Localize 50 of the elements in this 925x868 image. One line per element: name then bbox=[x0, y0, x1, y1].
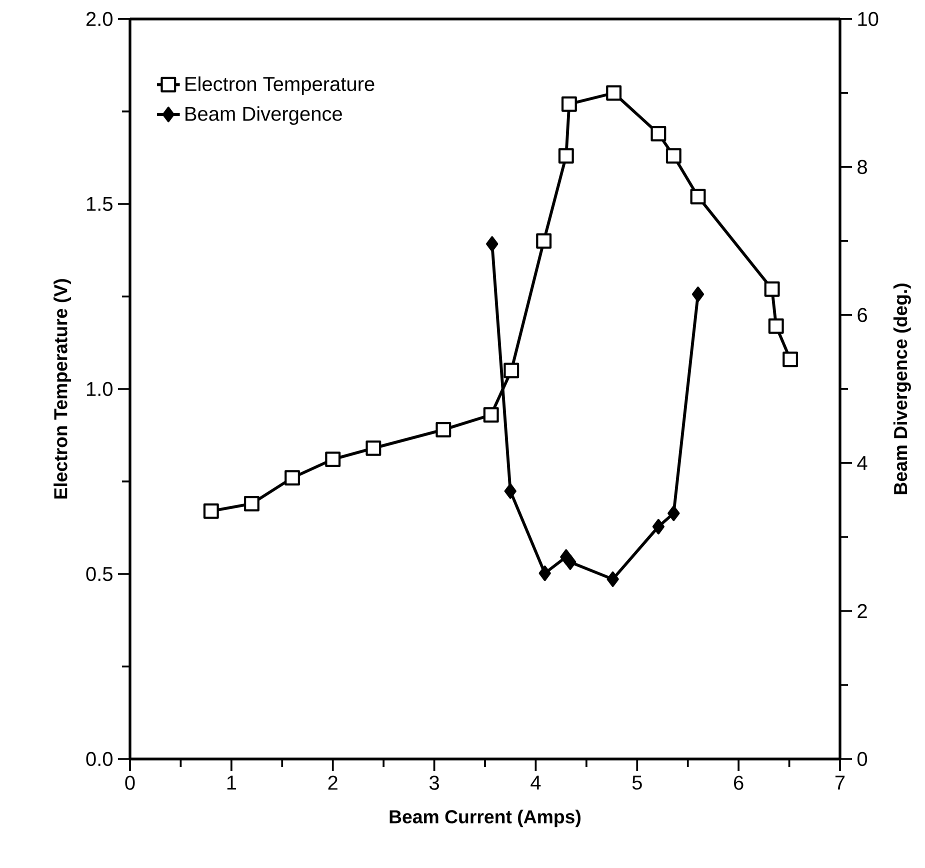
point bbox=[504, 483, 516, 499]
y2-tick-label: 8 bbox=[858, 160, 867, 174]
point bbox=[768, 318, 784, 334]
point bbox=[244, 496, 260, 512]
y-tick-label: 0.5 bbox=[86, 566, 112, 582]
y2-tick-label: 10 bbox=[858, 12, 878, 26]
y2-axis-title: Beam Divergence (deg.) bbox=[893, 284, 911, 494]
point bbox=[538, 566, 551, 581]
point bbox=[650, 126, 666, 142]
y2-tick-label: 2 bbox=[858, 604, 867, 618]
point bbox=[690, 188, 706, 204]
x-tick-label: 6 bbox=[734, 776, 744, 790]
point bbox=[436, 422, 452, 438]
point bbox=[561, 96, 577, 112]
x-tick-label: 0 bbox=[125, 776, 135, 790]
point bbox=[486, 236, 498, 252]
y2-tick-label: 6 bbox=[858, 308, 867, 322]
point bbox=[652, 518, 665, 534]
point bbox=[692, 286, 704, 302]
y-axis-title: Electron Temperature (V) bbox=[54, 279, 71, 499]
point bbox=[782, 352, 798, 368]
point bbox=[606, 85, 622, 101]
x-axis-title: Beam Current (Amps) bbox=[390, 810, 580, 828]
point bbox=[284, 470, 300, 486]
x-tick-label: 3 bbox=[429, 776, 439, 790]
y-tick-label: 0.0 bbox=[86, 752, 112, 766]
y-tick-label: 1.5 bbox=[87, 197, 112, 211]
y2-tick-label: 0 bbox=[857, 752, 868, 766]
point bbox=[606, 571, 619, 587]
point bbox=[203, 503, 219, 519]
x-tick-label: 4 bbox=[530, 776, 541, 790]
point bbox=[764, 281, 780, 297]
legend-label: Beam Divergence bbox=[186, 106, 342, 125]
point bbox=[668, 506, 680, 522]
point bbox=[536, 233, 552, 249]
point bbox=[666, 148, 682, 164]
point bbox=[366, 440, 382, 456]
point bbox=[325, 452, 341, 468]
legend-label: Electron Temperature bbox=[186, 76, 374, 96]
x-tick-label: 1 bbox=[227, 776, 236, 790]
point bbox=[504, 362, 520, 378]
point bbox=[564, 554, 576, 570]
x-tick-label: 7 bbox=[835, 776, 845, 790]
y2-tick-label: 4 bbox=[857, 456, 868, 470]
y-tick-label: 2.0 bbox=[86, 12, 112, 26]
point bbox=[483, 407, 499, 423]
x-tick-label: 2 bbox=[328, 776, 338, 790]
point bbox=[558, 148, 574, 164]
y-tick-label: 1.0 bbox=[87, 382, 112, 396]
x-tick-label: 5 bbox=[632, 776, 642, 790]
